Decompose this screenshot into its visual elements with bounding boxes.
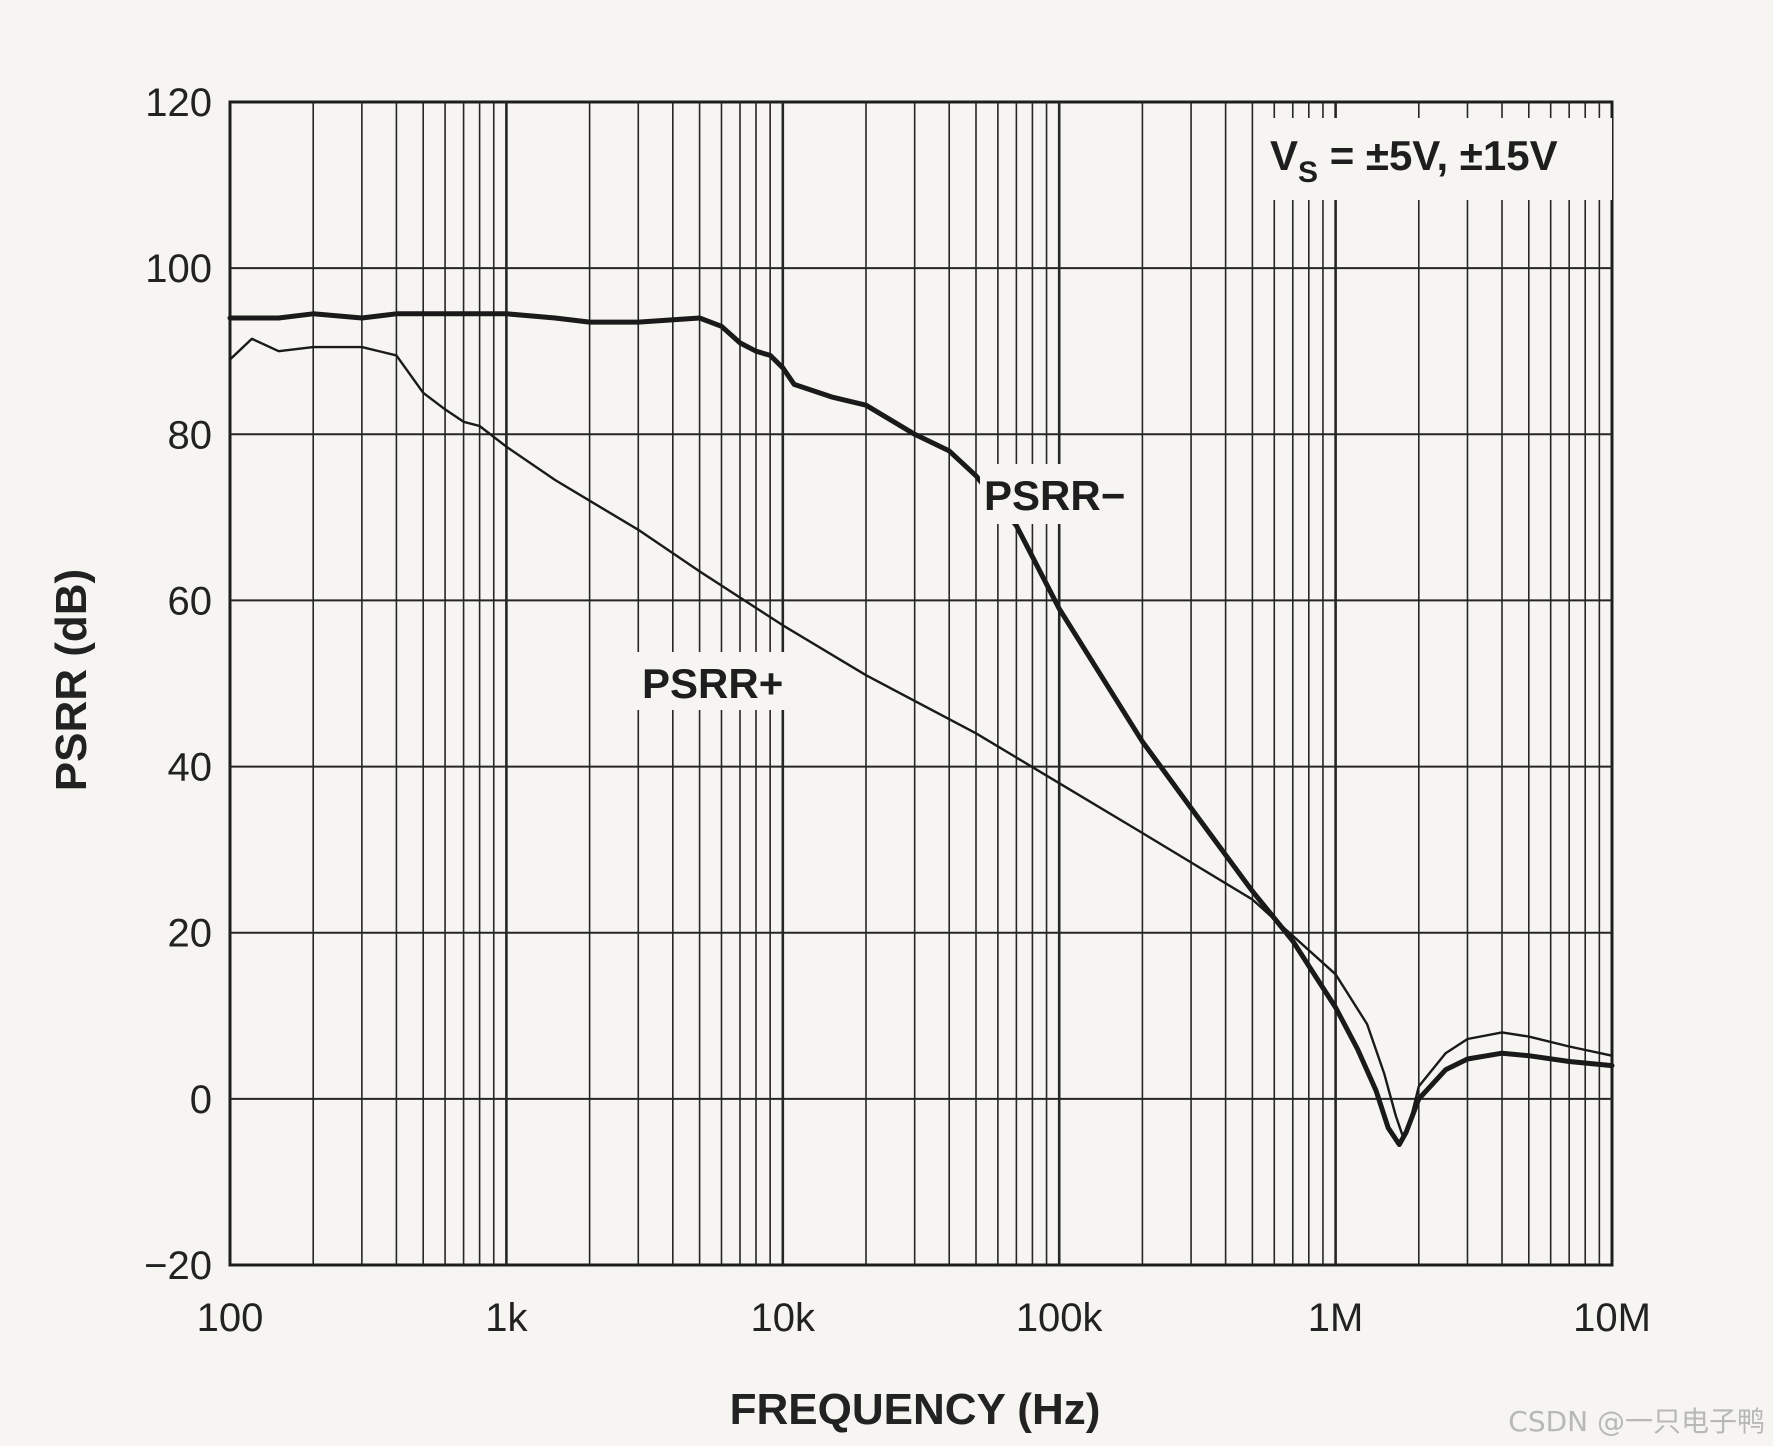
plot-frame [228,100,1614,1267]
y-tick-label: 0 [190,1078,212,1122]
x-tick-labels: 100 1k 10k 100k 1M 10M [197,1296,1651,1340]
grid [228,100,1614,1267]
y-tick-label: 100 [145,247,212,291]
y-tick-label: −20 [144,1244,212,1288]
y-tick-label: 80 [168,413,213,457]
y-tick-label: 120 [145,81,212,125]
y-tick-label: 60 [168,579,213,623]
y-axis-title: PSRR (dB) [47,569,96,791]
x-tick-label: 10M [1573,1296,1651,1340]
annotation-background [1258,118,1612,200]
y-tick-label: 20 [168,912,213,956]
series-psrr-plus-line [228,337,1614,1138]
x-tick-label: 1k [485,1296,528,1340]
psrr-plus-label-background [636,652,788,710]
y-tick-label: 40 [168,746,213,790]
supply-voltage-annotation: VS = ±5V, ±15V [1270,132,1558,189]
x-tick-label: 10k [751,1296,816,1340]
psrr-minus-label-background [980,464,1132,524]
watermark: CSDN @一只电子鸭 [1508,1405,1765,1438]
x-tick-label: 1M [1308,1296,1364,1340]
x-tick-label: 100k [1016,1296,1104,1340]
y-tick-labels: −20 0 20 40 60 80 100 120 [144,81,212,1288]
x-tick-label: 100 [197,1296,264,1340]
series-psrr-minus-line [227,311,1615,1147]
psrr-plus-label: PSRR+ [642,660,783,707]
series-layer [227,311,1615,1147]
x-axis-title: FREQUENCY (Hz) [730,1385,1101,1434]
psrr-minus-label: PSRR− [984,472,1125,519]
